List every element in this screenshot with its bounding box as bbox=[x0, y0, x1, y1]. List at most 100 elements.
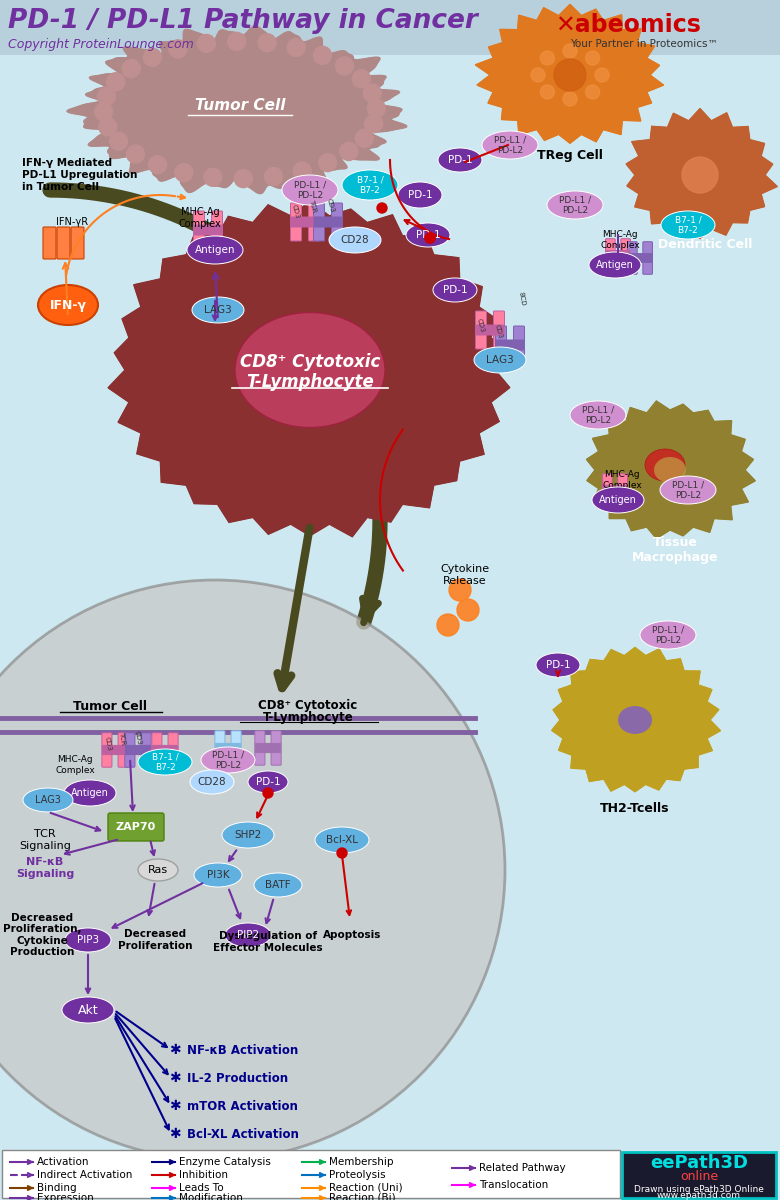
Text: B7-1 /
B7-2: B7-1 / B7-2 bbox=[151, 752, 179, 772]
Text: CD8⁺ Cytotoxic: CD8⁺ Cytotoxic bbox=[258, 700, 357, 713]
Text: LAG3: LAG3 bbox=[35, 794, 61, 805]
Text: eePath3D: eePath3D bbox=[650, 1154, 748, 1172]
Ellipse shape bbox=[398, 182, 442, 208]
FancyBboxPatch shape bbox=[152, 733, 162, 767]
Text: PD-1 / PD-L1 Pathway in Cancer: PD-1 / PD-L1 Pathway in Cancer bbox=[8, 8, 478, 34]
Text: PD-L1 /
PD-L2: PD-L1 / PD-L2 bbox=[494, 136, 526, 155]
Polygon shape bbox=[587, 401, 755, 539]
Text: Inhibition: Inhibition bbox=[179, 1170, 228, 1180]
Text: Bcl-XL Activation: Bcl-XL Activation bbox=[187, 1128, 299, 1140]
FancyBboxPatch shape bbox=[125, 733, 135, 767]
Text: Tissue
Macrophage: Tissue Macrophage bbox=[632, 536, 718, 564]
FancyBboxPatch shape bbox=[152, 745, 178, 755]
FancyBboxPatch shape bbox=[494, 311, 505, 349]
Text: Drawn using ePath3D Online: Drawn using ePath3D Online bbox=[634, 1184, 764, 1194]
Text: BATF: BATF bbox=[265, 880, 291, 890]
Text: Bcl-XL: Bcl-XL bbox=[326, 835, 358, 845]
FancyBboxPatch shape bbox=[193, 211, 204, 248]
Circle shape bbox=[144, 48, 161, 66]
Text: ZAP70: ZAP70 bbox=[116, 822, 156, 832]
Text: Binding: Binding bbox=[37, 1183, 76, 1193]
Text: PD-L1 /
PD-L2: PD-L1 / PD-L2 bbox=[652, 625, 684, 644]
FancyBboxPatch shape bbox=[118, 733, 128, 767]
Ellipse shape bbox=[222, 822, 274, 848]
Ellipse shape bbox=[406, 223, 450, 247]
Ellipse shape bbox=[536, 653, 580, 677]
Circle shape bbox=[107, 73, 125, 91]
Ellipse shape bbox=[190, 770, 234, 794]
Ellipse shape bbox=[342, 170, 398, 200]
Ellipse shape bbox=[654, 457, 686, 482]
Ellipse shape bbox=[187, 236, 243, 264]
Text: TH2-Tcells: TH2-Tcells bbox=[601, 802, 670, 815]
Polygon shape bbox=[626, 108, 777, 239]
Text: 8CD: 8CD bbox=[518, 290, 527, 306]
Text: Modification: Modification bbox=[179, 1193, 243, 1200]
Text: CD3: CD3 bbox=[134, 730, 142, 745]
Text: Related Pathway: Related Pathway bbox=[479, 1163, 566, 1174]
Ellipse shape bbox=[38, 284, 98, 325]
FancyBboxPatch shape bbox=[71, 227, 84, 259]
Text: Dendritic Cell: Dendritic Cell bbox=[658, 239, 752, 252]
Circle shape bbox=[437, 614, 459, 636]
Text: Copyright ProteinLounge.com: Copyright ProteinLounge.com bbox=[8, 38, 193, 50]
Text: ✱: ✱ bbox=[169, 1070, 181, 1085]
FancyBboxPatch shape bbox=[332, 203, 342, 241]
Circle shape bbox=[258, 34, 276, 52]
Ellipse shape bbox=[315, 827, 369, 853]
Text: LAG3: LAG3 bbox=[486, 355, 514, 365]
Text: ✱: ✱ bbox=[169, 1127, 181, 1141]
FancyBboxPatch shape bbox=[0, 0, 780, 55]
Circle shape bbox=[168, 40, 187, 58]
Ellipse shape bbox=[138, 859, 178, 881]
Text: Decreased
Proliferation: Decreased Proliferation bbox=[118, 929, 192, 950]
FancyBboxPatch shape bbox=[618, 474, 627, 506]
Circle shape bbox=[586, 85, 600, 98]
Text: Tumor Cell: Tumor Cell bbox=[73, 700, 147, 713]
Ellipse shape bbox=[547, 191, 603, 218]
Circle shape bbox=[335, 56, 353, 74]
Text: Antigen: Antigen bbox=[599, 494, 637, 505]
Text: online: online bbox=[680, 1170, 718, 1182]
FancyBboxPatch shape bbox=[643, 241, 653, 275]
Ellipse shape bbox=[618, 706, 652, 734]
Text: TReg Cell: TReg Cell bbox=[537, 149, 603, 162]
Circle shape bbox=[318, 154, 337, 172]
Text: ✕abeomics: ✕abeomics bbox=[555, 13, 701, 37]
Ellipse shape bbox=[570, 401, 626, 428]
Circle shape bbox=[353, 70, 370, 88]
FancyBboxPatch shape bbox=[495, 326, 506, 364]
Text: TCR: TCR bbox=[308, 198, 317, 214]
FancyBboxPatch shape bbox=[621, 239, 630, 271]
Text: Expression: Expression bbox=[37, 1193, 94, 1200]
Ellipse shape bbox=[589, 252, 641, 278]
Text: T-Lymphocyte: T-Lymphocyte bbox=[263, 712, 353, 725]
Text: Enzyme Catalysis: Enzyme Catalysis bbox=[179, 1157, 271, 1166]
FancyBboxPatch shape bbox=[108, 814, 164, 841]
FancyBboxPatch shape bbox=[314, 217, 342, 227]
FancyBboxPatch shape bbox=[476, 325, 504, 335]
FancyBboxPatch shape bbox=[194, 226, 222, 235]
Text: TCR
Signaling: TCR Signaling bbox=[19, 829, 71, 851]
Ellipse shape bbox=[65, 928, 111, 952]
Ellipse shape bbox=[433, 278, 477, 302]
Text: CD3: CD3 bbox=[104, 736, 112, 751]
Text: Antigen: Antigen bbox=[71, 788, 109, 798]
FancyBboxPatch shape bbox=[57, 227, 70, 259]
Circle shape bbox=[339, 143, 358, 161]
Ellipse shape bbox=[640, 622, 696, 649]
FancyBboxPatch shape bbox=[290, 203, 302, 241]
Circle shape bbox=[595, 68, 609, 82]
Text: Membership: Membership bbox=[329, 1157, 393, 1166]
Circle shape bbox=[541, 85, 555, 98]
Circle shape bbox=[356, 130, 374, 148]
Ellipse shape bbox=[254, 874, 302, 898]
Text: ✱: ✱ bbox=[169, 1043, 181, 1057]
Circle shape bbox=[0, 580, 505, 1160]
Polygon shape bbox=[108, 202, 510, 536]
Text: PD-1: PD-1 bbox=[448, 155, 473, 164]
Text: PD-1: PD-1 bbox=[443, 284, 467, 295]
Text: PD-L1 /
PD-L2: PD-L1 / PD-L2 bbox=[212, 750, 244, 769]
FancyBboxPatch shape bbox=[628, 253, 652, 263]
Text: Cytokine
Release: Cytokine Release bbox=[441, 564, 490, 586]
